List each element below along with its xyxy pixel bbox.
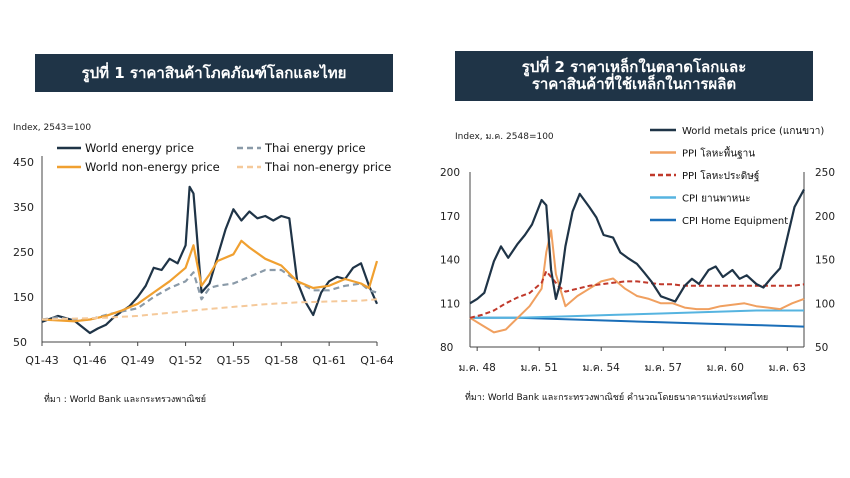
figure2-ytick-left-label: 110 xyxy=(440,298,460,310)
figure2-ytick-right-label: 200 xyxy=(815,211,835,223)
figure2-series-line-0 xyxy=(469,188,805,305)
figure2-ytick-left-label: 200 xyxy=(440,167,460,179)
figure2-source: ที่มา: World Bank และกระทรวงพาณิชย์ คำนว… xyxy=(465,393,769,403)
figure1-series-line-2 xyxy=(41,239,379,323)
figure2-legend-label: CPI ยานพาหนะ xyxy=(682,194,750,205)
figure2-ytick-left-label: 80 xyxy=(440,342,453,354)
figure2-series-line-3 xyxy=(470,309,804,319)
figure2-legend-label: World metals price (แกนขวา) xyxy=(682,126,824,137)
figure1-xtick-label: Q1-64 xyxy=(360,354,394,367)
figure1-legend-label: Thai energy price xyxy=(264,141,366,155)
figure2-legend-label: PPI โลหะพื้นฐาน xyxy=(682,146,755,160)
figure2-legend-label: PPI โลหะประดิษฐ์ xyxy=(682,169,759,182)
figure2-xtick-label: ม.ค. 60 xyxy=(707,362,744,374)
figure1-xtick-label: Q1-46 xyxy=(73,354,107,367)
figure2-xtick-label: ม.ค. 57 xyxy=(645,362,682,374)
figure2-ytick-right-label: 100 xyxy=(815,298,835,310)
figure1-ytick-label: 50 xyxy=(13,336,27,349)
figure2-xtick-label: ม.ค. 63 xyxy=(769,362,806,374)
figure2-series-line-4 xyxy=(470,316,805,328)
figure2-xtick-label: ม.ค. 54 xyxy=(583,362,621,374)
figure2-ytick-right-label: 150 xyxy=(815,255,835,267)
figure2-ytick-left-label: 140 xyxy=(440,255,460,267)
figure1-ytick-label: 350 xyxy=(13,201,34,214)
figure2-series-line-1 xyxy=(469,229,805,334)
figure2-xtick-label: ม.ค. 48 xyxy=(458,362,495,374)
figure1-xtick-label: Q1-61 xyxy=(312,354,346,367)
figure1-ytick-label: 250 xyxy=(13,246,34,259)
figure1-ytick-label: 150 xyxy=(13,291,34,304)
figure1-ylabel: Index, 2543=100 xyxy=(13,123,91,133)
figure1-xtick-label: Q1-49 xyxy=(121,354,155,367)
figure1-xtick-label: Q1-58 xyxy=(264,354,298,367)
figure2-ytick-right-label: 250 xyxy=(815,167,835,179)
figure2-ytick-left-label: 170 xyxy=(440,211,460,223)
figure1-xtick-label: Q1-52 xyxy=(169,354,203,367)
figure2-xtick-label: ม.ค. 51 xyxy=(521,362,558,374)
figure1-legend-label: Thai non-energy price xyxy=(264,160,391,174)
figure2-series-line-2 xyxy=(469,270,805,319)
figure1-series-line-0 xyxy=(41,185,379,335)
figure1-legend-label: World energy price xyxy=(85,141,194,155)
figure1-series-line-3 xyxy=(41,298,378,321)
figure2-ylabel: Index, ม.ค. 2548=100 xyxy=(455,132,554,142)
figure2-title-banner: รูปที่ 2 ราคาเหล็กในตลาดโลกและ ราคาสินค้… xyxy=(455,51,813,101)
figure2-legend-label: CPI Home Equipment xyxy=(682,216,788,227)
figure2-title-line1: รูปที่ 2 ราคาเหล็กในตลาดโลกและ xyxy=(521,58,747,76)
figure1-title-banner: รูปที่ 1 ราคาสินค้าโภคภัณฑ์โลกและไทย xyxy=(35,54,393,92)
figure1-xtick-label: Q1-43 xyxy=(25,354,59,367)
figure1-title: รูปที่ 1 ราคาสินค้าโภคภัณฑ์โลกและไทย xyxy=(81,63,347,82)
figure1-ytick-label: 450 xyxy=(13,156,34,169)
figure1-source: ที่มา : World Bank และกระทรวงพาณิชย์ xyxy=(44,395,206,405)
figure2-ytick-right-label: 50 xyxy=(815,342,828,354)
figure2-title-line2: ราคาสินค้าที่ใช้เหล็กในการผลิต xyxy=(531,75,737,93)
figure1-xtick-label: Q1-55 xyxy=(217,354,251,367)
figure1-legend-label: World non-energy price xyxy=(85,160,220,174)
